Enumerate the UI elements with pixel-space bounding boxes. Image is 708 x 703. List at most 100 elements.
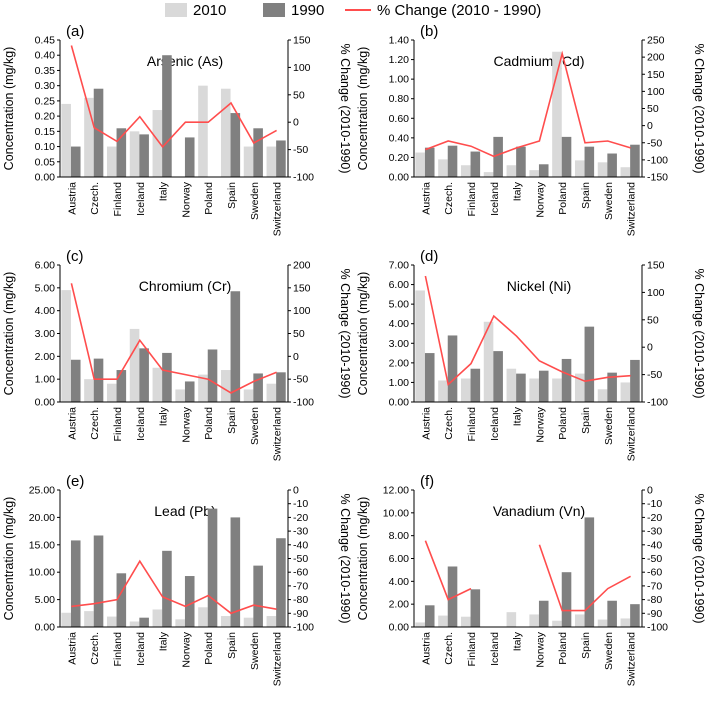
panel-label: (c): [66, 248, 84, 265]
bar-2010: [597, 389, 608, 402]
y2-axis-label: % Change (2010-1990): [692, 494, 706, 624]
bar-2010: [198, 85, 208, 177]
y2-axis-label: % Change (2010-1990): [338, 44, 352, 174]
x-tick-label: Austria: [66, 407, 78, 440]
y2-tick-label: 0: [647, 485, 653, 497]
bar-2010: [483, 321, 494, 402]
y2-tick-label: 200: [293, 260, 311, 272]
bar-2010: [552, 51, 562, 177]
y2-tick-label: -40: [293, 539, 308, 551]
y-axis-label: Concentration (mg/kg): [2, 497, 16, 621]
bar-1990: [93, 535, 104, 627]
bar-1990: [139, 617, 149, 627]
bar-1990: [276, 372, 286, 402]
bar-1990: [470, 589, 481, 627]
bar-2010: [506, 165, 517, 177]
bar-2010: [129, 328, 140, 402]
y2-tick-label: -100: [647, 622, 668, 634]
x-tick-label: Switzerland: [626, 407, 638, 461]
y2-tick-label: 150: [647, 69, 665, 81]
bar-2010: [506, 368, 517, 402]
y2-tick-label: 250: [647, 35, 665, 47]
bar-1990: [162, 55, 172, 177]
x-tick-label: Italy: [158, 631, 170, 651]
y2-tick-label: 50: [647, 314, 659, 326]
bar-2010: [415, 290, 425, 402]
x-tick-label: Switzerland: [272, 182, 284, 236]
y-tick-label: 0.00: [389, 622, 410, 634]
y2-tick-label: -50: [647, 553, 662, 565]
y-tick-label: 15.00: [29, 539, 55, 551]
y-tick-label: 0.35: [35, 65, 56, 77]
x-tick-label: Italy: [512, 406, 524, 426]
chart-title: Cadmium (Cd): [493, 53, 584, 69]
bar-1990: [561, 136, 572, 177]
bar-1990: [230, 113, 241, 177]
bar-2010: [597, 162, 608, 177]
bar-1990: [538, 164, 549, 177]
y2-tick-label: 0: [647, 342, 653, 354]
y-tick-label: 0.20: [389, 152, 410, 164]
bar-1990: [276, 538, 286, 627]
bar-1990: [516, 146, 526, 177]
bar-2010: [106, 383, 117, 402]
x-tick-label: Sweden: [249, 407, 261, 445]
bar-1990: [470, 368, 481, 402]
bar-1990: [253, 565, 263, 627]
bar-1990: [584, 326, 595, 402]
bar-1990: [561, 358, 572, 402]
y-tick-label: 0.00: [35, 622, 56, 634]
y2-tick-label: 0: [293, 485, 299, 497]
bar-1990: [447, 335, 458, 402]
x-tick-label: Poland: [557, 407, 569, 440]
bar-2010: [438, 380, 448, 402]
legend-label-2010: 2010: [193, 1, 227, 19]
x-tick-label: Iceland: [489, 632, 501, 666]
y-tick-label: 0.60: [389, 113, 410, 125]
y-axis-label: Concentration (mg/kg): [356, 272, 370, 396]
x-tick-label: Sweden: [603, 632, 615, 670]
y2-tick-label: -10: [647, 498, 662, 510]
x-tick-label: Spain: [226, 182, 238, 209]
y-tick-label: 1.40: [389, 35, 410, 47]
y-tick-label: 5.00: [35, 282, 56, 294]
bar-2010: [438, 159, 448, 177]
bar-1990: [93, 88, 104, 177]
y-tick-label: 0.25: [35, 95, 56, 107]
y-tick-label: 0.00: [35, 172, 56, 184]
panel-label: (e): [66, 473, 84, 490]
bar-1990: [424, 605, 435, 627]
bar-2010: [506, 612, 517, 627]
bar-2010: [266, 146, 277, 177]
y2-tick-label: 50: [293, 89, 305, 101]
x-tick-label: Switzerland: [272, 632, 284, 686]
bar-2010: [61, 290, 71, 402]
x-tick-label: Norway: [534, 406, 546, 442]
y-tick-label: 3.00: [389, 338, 410, 350]
y2-axis-label: % Change (2010-1990): [692, 269, 706, 399]
bar-1990: [230, 291, 241, 402]
bar-2010: [574, 160, 585, 177]
change-line: [425, 50, 631, 158]
legend-item-change: % Change (2010 - 1990): [345, 2, 541, 19]
bar-1990: [424, 147, 435, 177]
panel-label: (d): [420, 248, 438, 265]
x-tick-label: Spain: [226, 632, 238, 659]
bar-2010: [483, 172, 494, 177]
y-tick-label: 5.00: [35, 594, 56, 606]
y2-tick-label: -40: [647, 539, 662, 551]
panel-label: (b): [420, 23, 438, 40]
bar-1990: [630, 144, 640, 177]
y2-tick-label: 50: [293, 328, 305, 340]
x-tick-label: Finland: [112, 407, 124, 442]
y2-tick-label: -50: [293, 553, 308, 565]
y2-tick-label: -80: [293, 594, 308, 606]
bar-2010: [220, 370, 231, 402]
bar-2010: [243, 389, 254, 402]
bar-2010: [84, 611, 94, 627]
bar-1990: [253, 373, 263, 402]
chart-title: Chromium (Cr): [139, 278, 232, 294]
bar-2010: [106, 146, 117, 177]
bar-2010: [220, 88, 231, 177]
y-tick-label: 6.00: [389, 279, 410, 291]
